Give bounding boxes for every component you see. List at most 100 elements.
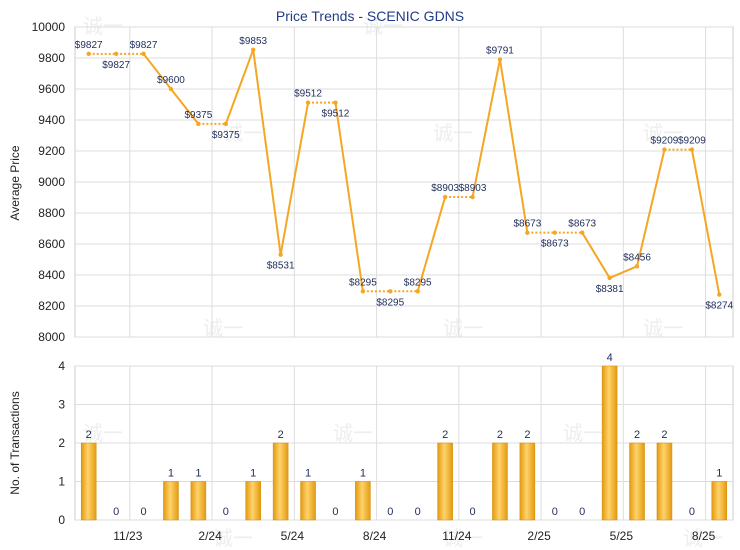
transaction-bar-label: 1 (250, 468, 256, 480)
price-tick-label: 9800 (38, 51, 65, 65)
transaction-bar-label: 0 (387, 506, 393, 518)
transactions-tick-label: 0 (58, 513, 65, 527)
price-line-segment (224, 49, 255, 125)
x-tick-label: 2/24 (198, 529, 222, 543)
price-tick-label: 10000 (32, 20, 66, 34)
price-points (86, 47, 722, 297)
price-tick-label: 8400 (38, 268, 65, 282)
transaction-bar-label: 2 (86, 429, 92, 441)
watermark-mark: 诚一 (443, 526, 483, 550)
price-point (141, 51, 146, 57)
watermark-mark: 诚一 (223, 121, 263, 145)
transaction-bar-label: 0 (469, 506, 475, 518)
price-data-label: $8673 (541, 239, 569, 250)
x-tick-label: 11/23 (113, 529, 142, 543)
price-data-label: $8456 (623, 252, 651, 263)
price-point (607, 275, 612, 281)
price-line-segment (416, 196, 447, 292)
transactions-tick-label: 1 (58, 475, 65, 489)
price-data-label: $8295 (404, 277, 432, 288)
price-point (333, 100, 338, 105)
price-data-label: $8274 (705, 301, 733, 312)
transaction-bar (519, 442, 536, 521)
transaction-bar (163, 481, 179, 521)
price-point (360, 289, 366, 294)
price-line-segment (690, 149, 721, 295)
price-point (634, 264, 640, 269)
transaction-bar-label: 1 (716, 468, 722, 480)
price-data-label: $9791 (486, 45, 514, 56)
price-line-segment (142, 53, 172, 90)
x-axis-ticks: 11/23 2/24 5/24 8/24 11/24 2/25 5/25 8/25 (113, 529, 715, 543)
transactions-y-ticks: 0 1 2 3 4 (58, 359, 65, 527)
transaction-bar-label: 1 (168, 468, 174, 480)
transaction-bar-labels: 2 0 0 1 1 0 1 2 1 0 1 0 0 2 0 2 2 0 0 4 2 2 0 1 (86, 352, 723, 518)
price-tick-label: 9400 (38, 113, 65, 127)
price-data-label: $8673 (513, 219, 541, 230)
transactions-grid (74, 365, 734, 521)
price-point (388, 289, 393, 294)
price-point (497, 57, 503, 62)
price-line-segment (471, 59, 501, 198)
watermark-mark: 诚一 (643, 316, 683, 340)
transaction-bar-label: 1 (195, 468, 201, 480)
transaction-bar (711, 481, 728, 521)
price-tick-label: 9000 (38, 175, 65, 189)
price-data-label: $9375 (212, 130, 240, 141)
price-point (223, 121, 228, 127)
transaction-bar (300, 481, 316, 521)
price-data-label: $9375 (184, 110, 212, 121)
price-line-segment (279, 102, 310, 255)
price-data-label: $9827 (130, 40, 158, 51)
watermark-mark: 诚一 (203, 316, 243, 340)
transaction-bar-label: 0 (579, 506, 585, 518)
transaction-bar (355, 481, 371, 521)
transaction-bar (190, 481, 207, 521)
transaction-bar-label: 0 (140, 506, 146, 518)
price-data-label: $9827 (75, 40, 103, 51)
price-point (662, 147, 667, 152)
transaction-bar-label: 2 (278, 429, 284, 441)
price-tick-label: 9200 (38, 144, 65, 158)
price-point (415, 289, 420, 294)
transaction-bar-label: 2 (661, 429, 667, 441)
price-y-ticks: 8000 8200 8400 8600 8800 9000 9200 9400 9600 9800… (32, 20, 66, 344)
price-data-label: $9209 (678, 136, 706, 147)
price-data-label: $9512 (322, 109, 350, 120)
watermark-mark: 诚一 (363, 14, 403, 38)
watermark-mark: 诚一 (443, 316, 483, 340)
price-point (580, 230, 585, 235)
transactions-tick-label: 2 (58, 436, 65, 450)
transaction-bars (80, 365, 728, 521)
watermark-mark: 诚一 (433, 121, 473, 145)
watermark-mark: 诚一 (83, 14, 123, 38)
price-point (552, 230, 557, 235)
transaction-bar-label: 0 (552, 506, 558, 518)
x-tick-label: 11/24 (442, 529, 471, 543)
price-point (470, 194, 475, 200)
watermark-mark: 诚一 (213, 526, 253, 550)
transaction-bar-label: 4 (607, 352, 613, 364)
price-point (305, 100, 311, 105)
price-data-label: $8381 (596, 284, 624, 295)
price-line-segment (170, 88, 200, 125)
transaction-bar-label: 2 (524, 429, 530, 441)
price-data-label: $8295 (349, 277, 377, 288)
price-tick-label: 8600 (38, 237, 65, 251)
price-tick-label: 9600 (38, 82, 65, 96)
price-data-label: $8903 (431, 183, 459, 194)
chart-title: Price Trends - SCENIC GDNS (276, 8, 464, 24)
price-point (278, 252, 283, 257)
watermark-mark: 诚一 (643, 121, 683, 145)
price-point (525, 230, 530, 235)
x-tick-label: 8/24 (363, 529, 387, 543)
price-data-label: $8673 (568, 219, 596, 230)
price-grid (74, 26, 734, 338)
price-data-label: $8531 (267, 261, 295, 272)
transaction-bar-label: 1 (360, 468, 366, 480)
transactions-tick-label: 3 (58, 398, 65, 412)
x-tick-label: 5/24 (281, 529, 305, 543)
watermark-mark: 诚一 (683, 526, 723, 550)
transaction-bar (629, 442, 645, 521)
